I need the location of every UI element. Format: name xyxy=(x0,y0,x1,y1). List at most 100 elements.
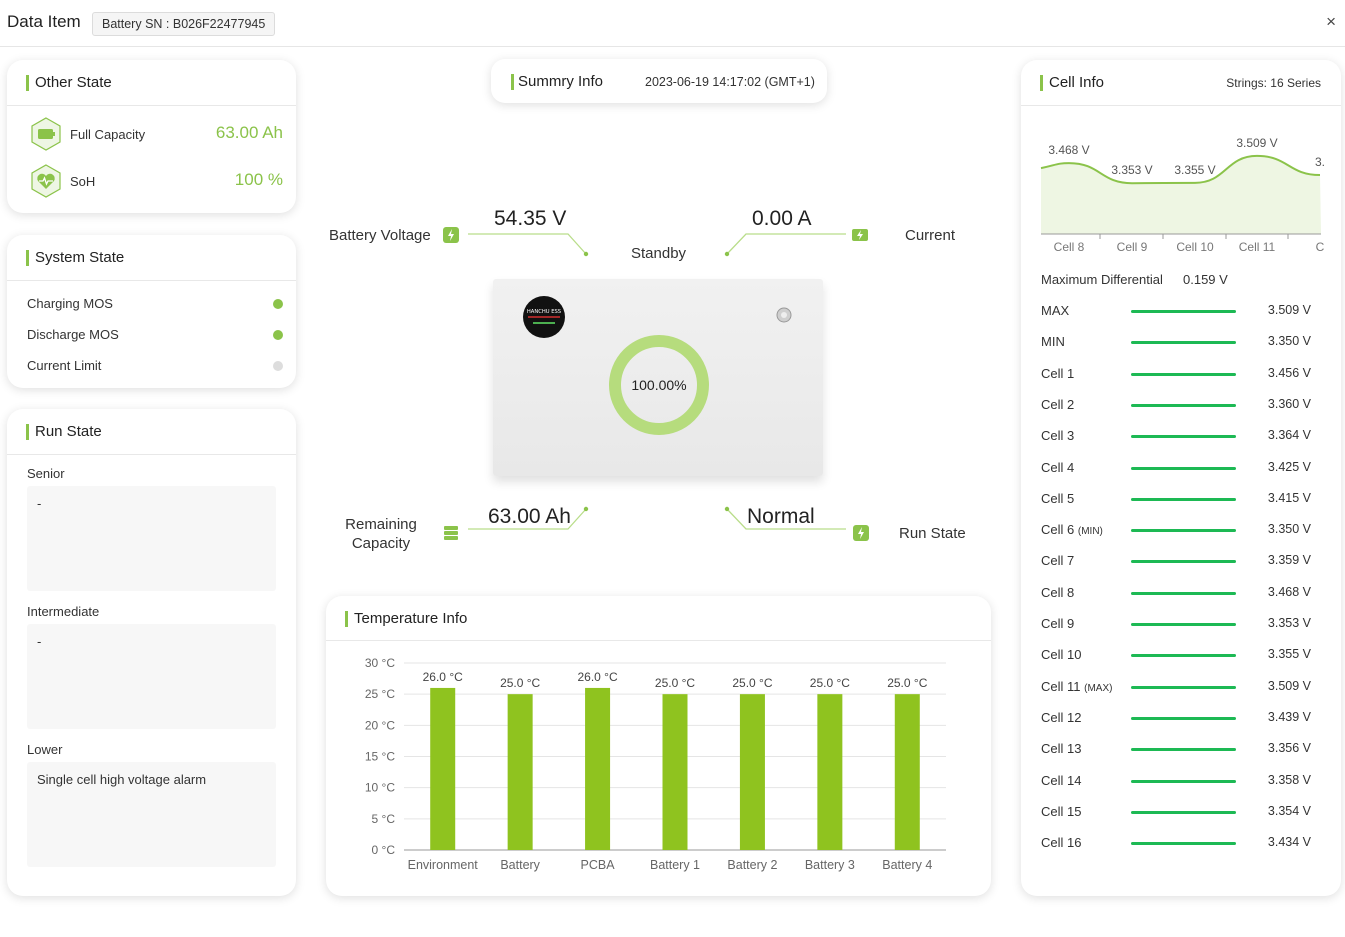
temperature-bar xyxy=(507,694,533,850)
cell-row: Cell 14 3.358 V xyxy=(1041,771,1311,791)
cell-row: Cell 11 (MAX) 3.509 V xyxy=(1041,677,1311,697)
cell-voltage-value: 3.509 V xyxy=(1267,678,1311,693)
x-tick-label: Battery xyxy=(500,858,540,872)
cell-name-text: Cell 4 xyxy=(1041,459,1075,475)
standby-status: Standby xyxy=(631,245,687,262)
cell-name: Cell 13 xyxy=(1041,741,1081,756)
cell-voltage-value: 3.356 V xyxy=(1267,741,1311,756)
cell-value-label: 3.353 V xyxy=(1111,163,1152,177)
cell-voltage-value: 3.359 V xyxy=(1267,553,1311,568)
cell-voltage-value: 3.439 V xyxy=(1267,709,1311,724)
temperature-bar xyxy=(817,694,843,850)
soh-row: SoH 100 % xyxy=(27,164,283,200)
temperature-bar-chart: 0 °C 5 °C 10 °C 15 °C 20 °C 25 °C 30 °C 26.0 °C… xyxy=(365,656,946,872)
strings-series: Strings: 16 Series xyxy=(1226,76,1321,90)
cell-voltage-value: 3.354 V xyxy=(1267,803,1311,818)
bar-value-label: 26.0 °C xyxy=(577,670,617,684)
cell-row: Cell 5 3.415 V xyxy=(1041,489,1311,509)
soh-label: SoH xyxy=(70,174,96,189)
cell-tag: (MIN) xyxy=(1077,526,1103,538)
charging-mos-label: Charging MOS xyxy=(27,296,113,311)
x-tick-label: Environment xyxy=(408,858,479,872)
senior-alarm-box: - xyxy=(27,486,276,591)
remaining-capacity-value: 63.00 Ah xyxy=(488,505,571,528)
cell-row: Cell 12 3.439 V xyxy=(1041,708,1311,728)
full-capacity-label: Full Capacity xyxy=(70,127,146,142)
bar-value-label: 25.0 °C xyxy=(655,676,695,690)
other-state-card: Other State Full Capacity 63.00 Ah SoH 1… xyxy=(7,60,296,213)
cell-name-text: Cell 12 xyxy=(1041,709,1082,725)
system-state-card: System State Charging MOS Discharge MOS … xyxy=(7,235,296,388)
cell-name: Cell 10 xyxy=(1041,647,1081,662)
x-tick-label: Battery 1 xyxy=(650,858,700,872)
cell-name-text: Cell 6 xyxy=(1041,522,1075,538)
connector-line-current xyxy=(724,233,846,257)
soc-ring: 100.00% xyxy=(609,335,709,435)
discharge-mos-status-dot xyxy=(273,330,283,340)
run-state-title: Run State xyxy=(35,423,102,440)
cell-voltage-bar xyxy=(1131,403,1236,407)
cell-row: Cell 1 3.456 V xyxy=(1041,364,1311,384)
heart-pulse-icon xyxy=(31,164,61,198)
cell-voltage-bar xyxy=(1131,842,1236,846)
cell-name-text: Cell 16 xyxy=(1041,835,1082,851)
connector-line-voltage xyxy=(468,233,589,257)
cell-name: Cell 2 xyxy=(1041,397,1074,412)
cell-name: MAX xyxy=(1041,303,1069,318)
cell-voltage-bar xyxy=(1131,560,1236,564)
cell-voltage-value: 3.353 V xyxy=(1267,616,1311,630)
x-tick-label: Cell 10 xyxy=(1176,240,1214,254)
temperature-title: Temperature Info xyxy=(354,610,468,627)
run-state-card: Run State Senior - Intermediate - Lower … xyxy=(7,409,296,896)
discharge-mos-row: Discharge MOS xyxy=(27,325,283,345)
cell-voltage-bar xyxy=(1131,466,1236,470)
hanchu-logo: HANCHU ESS xyxy=(523,296,565,338)
cell-name: Cell 8 xyxy=(1041,585,1074,600)
bar-value-label: 25.0 °C xyxy=(500,676,540,690)
current-value: 0.00 A xyxy=(752,207,812,230)
cell-name: Cell 15 xyxy=(1041,804,1081,819)
cell-name: MIN xyxy=(1041,334,1065,349)
temperature-card: Temperature Info 0 °C 5 °C 10 °C 15 °C 20 °C… xyxy=(326,596,991,896)
cell-voltage-bar xyxy=(1131,810,1236,814)
cell-name-text: Cell 1 xyxy=(1041,365,1075,381)
cell-info-header: Cell Info Strings: 16 Series xyxy=(1021,60,1341,106)
cell-row: Cell 13 3.356 V xyxy=(1041,739,1311,759)
header-accent xyxy=(345,611,348,627)
bar-value-label: 25.0 °C xyxy=(887,676,927,690)
bar-value-label: 26.0 °C xyxy=(423,670,463,684)
system-state-header: System State xyxy=(7,235,296,281)
header-accent xyxy=(26,250,29,266)
cell-name-text: Cell 2 xyxy=(1041,396,1075,412)
summary-card: Summry Info 2023-06-19 14:17:02 (GMT+1) xyxy=(491,59,827,103)
cell-name-text: Cell 11 xyxy=(1041,678,1081,694)
cell-value-label: 3.509 V xyxy=(1236,136,1277,150)
system-state-title: System State xyxy=(35,249,125,266)
temperature-bar xyxy=(739,694,765,850)
power-button-icon xyxy=(776,307,792,323)
intermediate-label: Intermediate xyxy=(27,604,100,619)
cell-row: Cell 16 3.434 V xyxy=(1041,833,1311,853)
cell-voltage-bar xyxy=(1131,591,1236,595)
close-icon[interactable]: × xyxy=(1326,12,1336,31)
top-bar: Data Item Battery SN : B026F22477945 × xyxy=(0,0,1345,47)
cell-voltage-bar xyxy=(1131,623,1236,626)
header-accent xyxy=(26,424,29,440)
cell-name: Cell 16 xyxy=(1041,835,1081,850)
cell-row: MIN 3.350 V xyxy=(1041,332,1311,352)
capacity-stack-icon xyxy=(444,526,458,540)
cell-name-text: MAX xyxy=(1041,303,1070,318)
battery-voltage-value: 54.35 V xyxy=(494,207,567,230)
cell-info-card: Cell Info Strings: 16 Series 3.468 V Cell… xyxy=(1021,60,1341,896)
bar-value-label: 25.0 °C xyxy=(732,676,772,690)
cell-name-text: Cell 14 xyxy=(1041,772,1082,788)
x-tick-label: C xyxy=(1316,240,1325,254)
lower-label: Lower xyxy=(27,742,63,757)
cell-value-label: 3. xyxy=(1315,155,1325,169)
cell-name: Cell 9 xyxy=(1041,616,1074,631)
cell-name-text: Cell 8 xyxy=(1041,584,1075,600)
logo-text: HANCHU ESS xyxy=(527,309,561,315)
cell-name: Cell 6 (MIN) xyxy=(1041,522,1103,537)
remaining-capacity-label: Remaining Capacity xyxy=(345,515,417,553)
charging-mos-row: Charging MOS xyxy=(27,294,283,314)
